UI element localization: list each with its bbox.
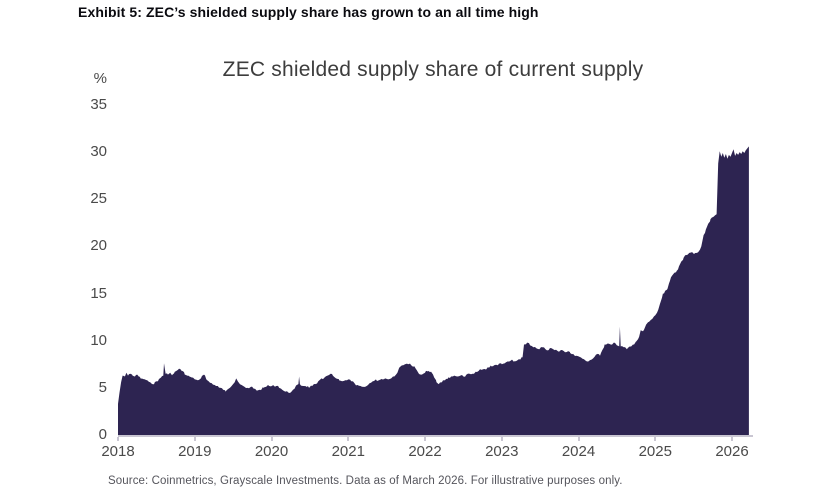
x-axis-tick-mark	[347, 437, 350, 441]
y-tick-label-30: 30	[90, 143, 107, 161]
y-tick-label-20: 20	[90, 237, 107, 255]
x-tick-label-2018: 2018	[101, 443, 135, 460]
x-axis-tick-mark	[731, 437, 733, 441]
x-tick-label-2020: 2020	[254, 443, 289, 460]
x-axis-tick-mark	[117, 437, 119, 441]
y-axis-unit-label: %	[93, 70, 107, 87]
y-tick-label-5: 5	[98, 378, 107, 396]
x-axis-tick-mark	[500, 437, 503, 441]
x-axis-tick-mark	[577, 437, 580, 441]
area-plot	[118, 146, 749, 435]
y-tick-label-10: 10	[90, 331, 107, 349]
y-tick-label-25: 25	[90, 190, 107, 208]
y-tick-label-0: 0	[98, 426, 107, 443]
x-axis-line	[118, 435, 753, 437]
x-tick-label-2024: 2024	[561, 443, 596, 460]
x-tick-label-2021: 2021	[331, 443, 365, 460]
chart-title: ZEC shielded supply share of current sup…	[222, 58, 644, 81]
x-axis-tick-mark	[270, 437, 273, 441]
y-tick-label-35: 35	[90, 95, 107, 113]
y-tick-label-15: 15	[90, 284, 107, 302]
x-tick-label-2025: 2025	[638, 443, 672, 460]
x-tick-label-2019: 2019	[178, 443, 212, 460]
x-axis-tick-mark	[193, 437, 196, 441]
source-note: Source: Coinmetrics, Grayscale Investmen…	[108, 475, 623, 487]
x-axis-tick-mark	[424, 437, 426, 441]
x-axis-tick-mark	[654, 437, 657, 441]
x-tick-label-2023: 2023	[485, 443, 519, 460]
exhibit-title: Exhibit 5: ZEC’s shielded supply share h…	[78, 4, 539, 20]
shielded-supply-area-series	[118, 146, 749, 435]
x-tick-label-2026: 2026	[715, 443, 749, 460]
x-tick-label-2022: 2022	[408, 443, 442, 460]
